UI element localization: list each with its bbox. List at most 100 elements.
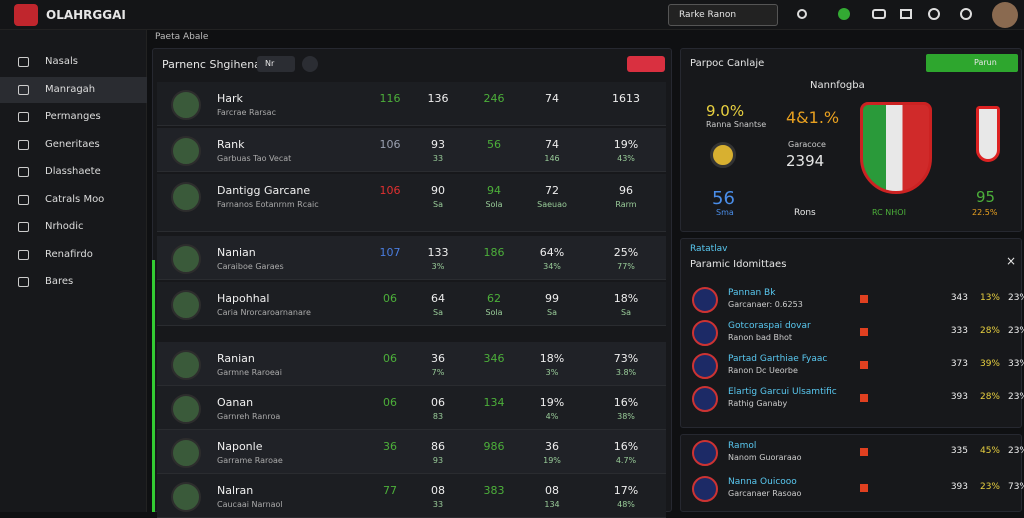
list-subtitle: Paramic Idomittaes (690, 259, 787, 270)
cell-value: 19% (613, 138, 639, 151)
search-icon[interactable] (797, 9, 807, 19)
item-bar (860, 394, 868, 402)
player-avatar (171, 482, 201, 512)
nav-icon (18, 84, 29, 95)
cell-value: 134 (483, 396, 505, 409)
panel-title: Parnenc Shgihenal (162, 58, 264, 71)
nav-item[interactable]: Nrhodic (0, 214, 147, 240)
player-name: Dantigg Garcane (217, 184, 311, 197)
list-panel (680, 238, 1022, 428)
icon[interactable] (900, 9, 912, 19)
table-row[interactable]: Nanian Caraiboe Garaes 107 133 3% 186 64% 34% 25… (157, 236, 666, 280)
nav-item[interactable]: Permanges (0, 104, 147, 130)
cell-sub: 3% (431, 262, 445, 271)
table-row[interactable]: Hark Farcrae Rarsac 116 136 246 74 1613 (157, 82, 666, 126)
action-button[interactable] (627, 56, 665, 72)
team-crest (860, 102, 932, 194)
left-label: Ranna Snantse (706, 120, 767, 129)
accent (152, 260, 155, 512)
nav-item[interactable]: Dlasshaete (0, 159, 147, 185)
team-logo (692, 440, 718, 466)
nav-item[interactable]: Renafirdo (0, 242, 147, 268)
match-button[interactable]: Parun (926, 54, 1018, 72)
item-value: 23% (1007, 293, 1024, 303)
refresh-button[interactable] (302, 56, 318, 72)
nav-item[interactable]: Bares (0, 269, 147, 295)
nav-icon (18, 194, 29, 205)
nav-item[interactable]: Manragah (0, 76, 147, 103)
cell-value: 36 (431, 352, 445, 365)
nav-label: Dlasshaete (45, 166, 101, 177)
team-logo (692, 386, 718, 412)
nav-item[interactable]: Generitaes (0, 132, 147, 158)
icon[interactable] (960, 8, 972, 20)
item-value: 28% (979, 392, 1000, 402)
close-button[interactable]: × (1006, 254, 1017, 268)
cell-sub: 3% (545, 368, 559, 377)
table-row[interactable]: Dantigg Garcane Farnanos Eotanrnm Rcaic 10… (157, 174, 666, 232)
cell-value: 93 (431, 138, 445, 151)
table-row[interactable]: Nalran Caucaai Narnaol 77 08 33 383 08 134 17% 48… (157, 474, 666, 518)
table-row[interactable]: Naponle Garrame Raroae 36 86 93 986 36 19% 16% 4.… (157, 430, 666, 474)
nav-icon (18, 167, 29, 177)
list-item[interactable]: Gotcoraspai dovar Ranon bad Bhot 333 28% 23% (688, 318, 1024, 348)
player-sub: Farcrae Rarsac (217, 108, 276, 117)
list-item[interactable]: Pannan Bk Garcanaer: 0.6253 343 13% 23% (688, 285, 1024, 315)
player-name: Ranian (217, 352, 255, 365)
cell-value: 74 (545, 92, 559, 105)
left-pct: 9.0% (706, 102, 745, 120)
item-bar (860, 361, 868, 369)
cell-value: 56 (487, 138, 501, 151)
filter[interactable]: Nr (257, 56, 295, 72)
nav-icon (18, 139, 29, 150)
list-item[interactable]: Ramol Nanom Guoraraao 335 45% 23% (688, 438, 1024, 468)
icon[interactable] (872, 9, 886, 19)
avatar[interactable] (992, 2, 1018, 28)
cell-sub: Sa (621, 308, 631, 317)
player-name: Naponle (217, 440, 263, 453)
player-sub: Garmne Raroeai (217, 368, 282, 377)
left-sub: Sma (716, 208, 734, 217)
cell-value: 1613 (612, 92, 640, 105)
cell-value: 36 (383, 440, 397, 453)
list-item[interactable]: Nanna Ouicooo Garcanaer Rasoao 393 23% 73% (688, 474, 1024, 504)
list-item[interactable]: Partad Garthiae Fyaac Ranon Dc Ueorbe 373 3… (688, 351, 1024, 381)
item-value: 13% (979, 293, 1000, 303)
item-sub: Nanom Guoraraao (728, 453, 802, 462)
player-avatar (171, 290, 201, 320)
nav-label: Nasals (45, 56, 78, 67)
item-name: Elartig Garcui Ulsamtific (728, 387, 837, 397)
table-row[interactable]: Ranian Garmne Raroeai 06 36 7% 346 18% 3% 73% 3.8… (157, 342, 666, 386)
nav-item[interactable]: Catrals Moo (0, 187, 147, 213)
table-row[interactable]: Rank Garbuas Tao Vecat 106 93 33 56 74 146 19% 43… (157, 128, 666, 172)
cell-value: 72 (545, 184, 559, 197)
search-dropdown[interactable]: Rarke Ranon (668, 4, 778, 26)
cell-value: 94 (487, 184, 501, 197)
icon[interactable] (928, 8, 940, 20)
icon[interactable] (838, 8, 850, 20)
cell-value: 106 (379, 138, 401, 151)
item-value: 393 (950, 392, 968, 402)
center-value: 2394 (786, 152, 825, 170)
cell-value: 25% (613, 246, 639, 259)
item-name: Gotcoraspai dovar (728, 321, 811, 331)
left-score: 56 (712, 188, 735, 209)
item-value: 393 (950, 482, 968, 492)
table-row[interactable]: Oanan Garnreh Ranroa 06 06 83 134 19% 4% 16% 38% (157, 386, 666, 430)
nav-icon (18, 249, 29, 260)
table-row[interactable]: Hapohhal Caria Nrorcaroarnanare 06 64 Sa 62 So… (157, 282, 666, 326)
nav-item[interactable]: Nasals (0, 49, 147, 75)
item-value: 335 (950, 446, 968, 456)
cell-sub: Sola (485, 200, 503, 209)
cell-sub: Rarm (615, 200, 637, 209)
cell-sub: 7% (431, 368, 445, 377)
cell-value: 08 (545, 484, 559, 497)
item-sub: Rathig Ganaby (728, 399, 788, 408)
item-value: 23% (979, 482, 1000, 492)
cell-sub: 33 (432, 500, 444, 509)
player-name: Hapohhal (217, 292, 270, 305)
cell-sub: 4% (545, 412, 559, 421)
list-item[interactable]: Elartig Garcui Ulsamtific Rathig Ganaby 39… (688, 384, 1024, 414)
breadcrumb: Paeta Abale (155, 32, 209, 42)
